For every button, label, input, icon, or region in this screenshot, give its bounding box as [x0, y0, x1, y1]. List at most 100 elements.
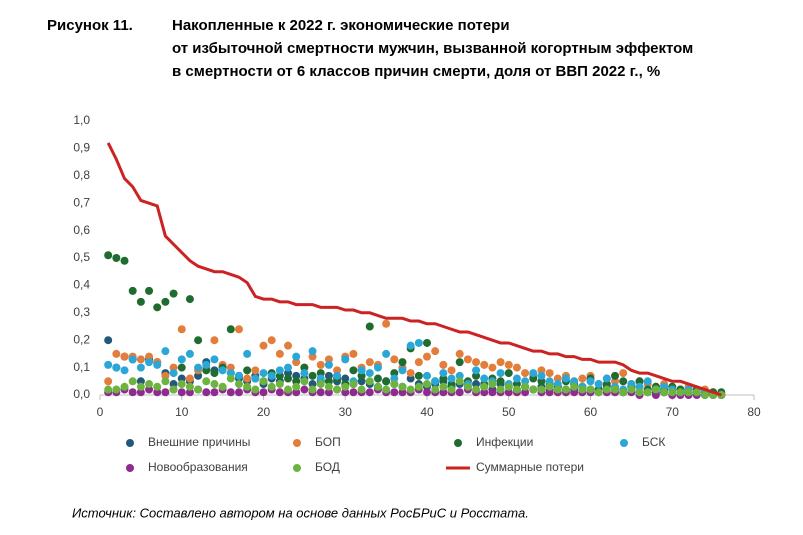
x-tick-label: 20 — [257, 405, 271, 419]
point — [521, 382, 530, 391]
point — [537, 371, 546, 380]
point — [382, 385, 391, 394]
point — [512, 380, 521, 389]
point — [185, 374, 194, 383]
point — [145, 385, 154, 394]
point — [226, 369, 235, 378]
point — [512, 363, 521, 372]
point — [226, 325, 235, 334]
point — [496, 358, 505, 367]
point — [521, 369, 530, 378]
point — [357, 366, 366, 375]
point — [431, 385, 440, 394]
x-tick-label: 40 — [420, 405, 434, 419]
point — [414, 371, 423, 380]
point — [275, 349, 284, 358]
point — [324, 371, 333, 380]
point — [463, 355, 472, 364]
point — [472, 385, 481, 394]
point — [365, 377, 374, 386]
point — [390, 388, 399, 397]
point — [136, 377, 145, 386]
point — [145, 352, 154, 361]
legend-swatch — [126, 464, 134, 472]
point — [463, 382, 472, 391]
point — [161, 377, 170, 386]
point — [153, 388, 162, 397]
point — [153, 382, 162, 391]
point — [406, 341, 415, 350]
point — [284, 341, 293, 350]
point — [308, 352, 317, 361]
point — [349, 349, 358, 358]
legend-label: Суммарные потери — [476, 460, 584, 474]
point — [373, 382, 382, 391]
point — [284, 363, 293, 372]
point — [128, 388, 137, 397]
point — [602, 374, 611, 383]
point — [382, 319, 391, 328]
point — [537, 366, 546, 375]
point — [700, 391, 709, 399]
point — [112, 254, 121, 262]
point — [292, 388, 301, 397]
point — [324, 382, 333, 391]
point — [128, 377, 137, 386]
point — [226, 388, 235, 397]
point — [292, 371, 301, 380]
point — [660, 382, 669, 391]
point — [292, 377, 301, 386]
legend-swatch — [454, 439, 462, 447]
point — [423, 380, 431, 389]
point — [259, 369, 268, 378]
point — [202, 388, 211, 397]
legend-swatch — [126, 439, 134, 447]
point — [153, 303, 162, 312]
point — [234, 371, 243, 380]
point — [414, 358, 423, 367]
point — [251, 374, 260, 383]
point — [382, 349, 391, 358]
y-tick-label: 0,8 — [73, 168, 90, 182]
point — [504, 369, 513, 378]
point — [324, 355, 333, 364]
point — [365, 322, 374, 331]
point — [324, 388, 333, 397]
y-tick-label: 0,7 — [73, 195, 90, 209]
point — [218, 366, 227, 375]
point — [316, 388, 325, 397]
point — [218, 382, 227, 391]
point — [112, 363, 121, 372]
point — [177, 380, 186, 389]
point — [259, 377, 268, 386]
point — [316, 360, 325, 369]
point — [553, 374, 562, 383]
y-tick-label: 0,4 — [73, 278, 90, 292]
point — [692, 388, 701, 397]
point — [439, 360, 448, 369]
point — [684, 388, 693, 397]
point — [390, 374, 399, 383]
point — [300, 363, 309, 372]
point — [284, 374, 293, 383]
point — [145, 358, 154, 367]
point — [120, 352, 129, 361]
point — [284, 369, 293, 378]
point — [202, 366, 211, 375]
point — [390, 369, 399, 378]
point — [161, 297, 170, 306]
point — [545, 382, 554, 391]
point — [357, 371, 366, 380]
point — [480, 382, 489, 391]
point — [390, 380, 399, 389]
point — [660, 388, 669, 397]
point — [496, 385, 505, 394]
point — [112, 349, 121, 358]
point — [390, 355, 399, 364]
point — [365, 369, 374, 378]
point — [243, 366, 252, 375]
point — [423, 371, 431, 380]
point — [316, 369, 325, 378]
point — [611, 385, 620, 394]
